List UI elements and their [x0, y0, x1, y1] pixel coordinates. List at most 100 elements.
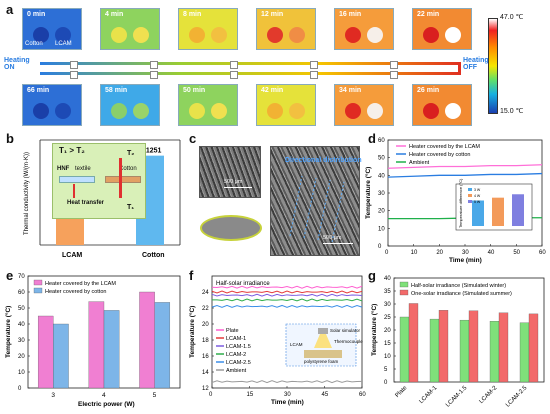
sem-scale-2: 500 μm — [323, 235, 342, 241]
thermal-image: 26 min — [412, 84, 472, 126]
series-line — [211, 285, 363, 289]
x-axis-label: Electric power (W) — [78, 401, 135, 408]
y-axis-label: Temperature (°C) — [4, 306, 12, 358]
lcam-disk — [289, 27, 305, 43]
turn-arrow — [458, 62, 461, 75]
legend-label: Heater covered by the LCAM — [409, 144, 480, 150]
y-tick-label: 35 — [384, 289, 391, 295]
y-tick-label: 50 — [378, 156, 385, 162]
timeline-marker — [70, 60, 78, 69]
heating-off-label: Heating OFF — [463, 57, 489, 71]
thermal-time-label: 22 min — [417, 11, 440, 18]
timeline-marker — [230, 70, 238, 79]
cotton-disk — [189, 103, 205, 119]
thermal-image: 66 min — [22, 84, 82, 126]
hnf-layer — [59, 176, 95, 183]
thermal-time-label: 66 min — [27, 87, 50, 94]
inset-legend-label: 5 W — [474, 200, 481, 204]
lcam-disk — [133, 27, 149, 43]
thermal-time-label: 34 min — [339, 87, 362, 94]
x-tick-label: 0 — [209, 392, 213, 398]
x-tick-label: LCAM-1.5 — [445, 385, 469, 409]
colorbar — [488, 18, 498, 114]
thermal-image: 50 min — [178, 84, 238, 126]
y-axis-label: Temperature (°C) — [364, 167, 372, 219]
lcam-disk — [55, 27, 71, 43]
x-tick-label: 4 — [102, 392, 106, 399]
x-tick-label: 40 — [488, 250, 495, 256]
panel-e-chart: 0 10 20 30 40 50 60 70 3 4 5 Electric power (W) Temp… — [4, 274, 181, 408]
x-tick-label: LCAM-2.5 — [505, 385, 529, 409]
y-tick-label: 20 — [18, 354, 25, 360]
inset-lcam-label: LCAM — [290, 342, 303, 347]
timeline-marker — [230, 60, 238, 69]
legend-label: One-solar irradiance (Simulated summer) — [411, 291, 512, 297]
bar — [399, 316, 410, 383]
y-tick-label: 20 — [378, 209, 385, 215]
thermal-time-label: 4 min — [105, 11, 124, 18]
y-tick-label: 30 — [384, 302, 391, 308]
timeline-marker — [150, 60, 158, 69]
lcam-disk — [289, 103, 305, 119]
bar — [459, 319, 470, 383]
panel-b-ylabel: Thermal conductivity (W/(m·K)) — [24, 152, 30, 235]
legend-swatch — [399, 281, 409, 288]
sem-image-1: 500 μm — [199, 146, 261, 198]
legend-label: Half-solar irradiance (Simulated winter) — [411, 283, 506, 289]
legend-label: Heater covered by cotton — [409, 152, 470, 158]
legend-label: Ambient — [409, 160, 430, 166]
y-axis-label: Temperature (°C) — [370, 304, 378, 356]
thermal-time-label: 50 min — [183, 87, 206, 94]
thermal-time-label: 26 min — [417, 87, 440, 94]
lcam-disk — [445, 27, 461, 43]
thermal-time-label: 42 min — [261, 87, 284, 94]
x-tick-label: 60 — [539, 250, 546, 256]
bar — [489, 321, 500, 383]
sample-disk — [200, 215, 262, 241]
thermal-image: 22 min — [412, 8, 472, 50]
y-tick-label: 30 — [18, 338, 25, 344]
legend-label: Heater covered by cotton — [45, 289, 106, 295]
lcam-disk — [367, 103, 383, 119]
heat-arrow-right — [119, 158, 122, 198]
cotton-disk — [345, 27, 361, 43]
bar — [468, 310, 479, 383]
thermal-image: 12 min — [256, 8, 316, 50]
legend-swatch — [399, 289, 409, 296]
series-line — [211, 290, 363, 294]
cotton-disk — [33, 103, 49, 119]
y-tick-label: 12 — [202, 386, 209, 392]
inset-textile: textile — [75, 166, 91, 172]
bar — [519, 322, 530, 383]
y-tick-label: 70 — [18, 274, 25, 280]
colorbar-min-label: 15.0 ℃ — [500, 108, 524, 115]
bar — [37, 315, 54, 389]
lcam-disk — [367, 27, 383, 43]
bar — [498, 312, 509, 383]
foam-block — [304, 350, 342, 358]
legend-label: Heater covered by the LCAM — [45, 281, 116, 287]
tick-label: Cotton — [142, 252, 165, 259]
y-tick-label: 60 — [378, 138, 385, 144]
y-tick-label: 10 — [378, 226, 385, 232]
panel-b-letter: b — [6, 131, 14, 146]
legend-label: LCAM-1 — [226, 336, 246, 342]
legend-label: LCAM-2 — [226, 352, 246, 358]
x-tick-label: 10 — [411, 250, 418, 256]
cotton-disk — [345, 103, 361, 119]
lcam-disk — [445, 103, 461, 119]
heating-on-label: Heating ON — [4, 57, 30, 71]
y-axis-label: Temperature (°C) — [188, 306, 196, 358]
y-tick-label: 5 — [384, 367, 388, 373]
legend-label: Ambient — [226, 368, 247, 374]
lcam-disk — [211, 27, 227, 43]
x-tick-label: 50 — [513, 250, 520, 256]
bar — [438, 310, 449, 383]
lcam-disk — [133, 103, 149, 119]
cotton-label: Cotton — [25, 41, 43, 47]
inset-legend-swatch — [468, 194, 472, 197]
panel-c-letter: c — [189, 131, 197, 146]
thermal-image: 42 min — [256, 84, 316, 126]
y-tick-label: 25 — [384, 315, 391, 321]
panel-b-inset: T₁ > T₂ T₂ HNF textile Cotton Heat trans… — [52, 143, 146, 219]
